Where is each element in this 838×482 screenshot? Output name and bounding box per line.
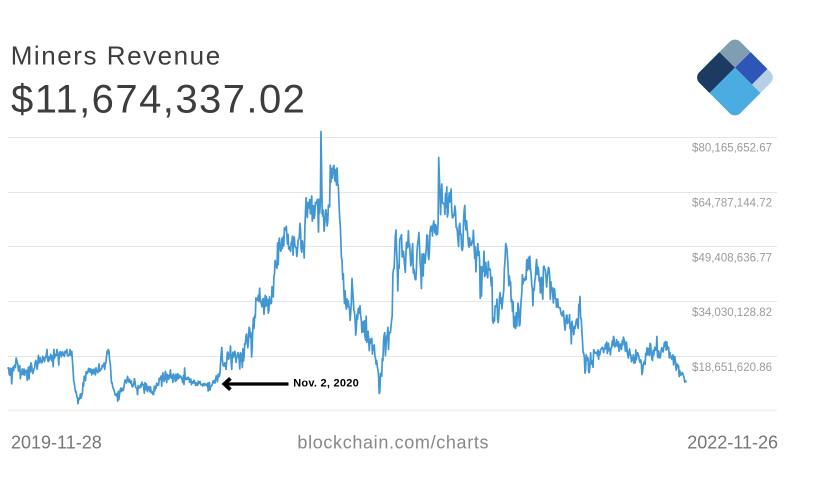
svg-text:2019-11-28: 2019-11-28 <box>11 432 102 452</box>
svg-text:$64,787,144.72: $64,787,144.72 <box>692 198 772 210</box>
svg-text:$34,030,128.82: $34,030,128.82 <box>692 307 772 319</box>
svg-text:$18,651,620.86: $18,651,620.86 <box>692 362 772 374</box>
svg-text:2022-11-26: 2022-11-26 <box>687 432 778 452</box>
svg-text:$11,674,337.02: $11,674,337.02 <box>11 78 306 122</box>
svg-text:Miners Revenue: Miners Revenue <box>11 41 222 71</box>
svg-text:$49,408,636.77: $49,408,636.77 <box>692 252 772 264</box>
svg-text:$80,165,652.67: $80,165,652.67 <box>692 143 772 155</box>
svg-text:Nov. 2, 2020: Nov. 2, 2020 <box>293 377 359 389</box>
svg-text:blockchain.com/charts: blockchain.com/charts <box>297 432 489 452</box>
